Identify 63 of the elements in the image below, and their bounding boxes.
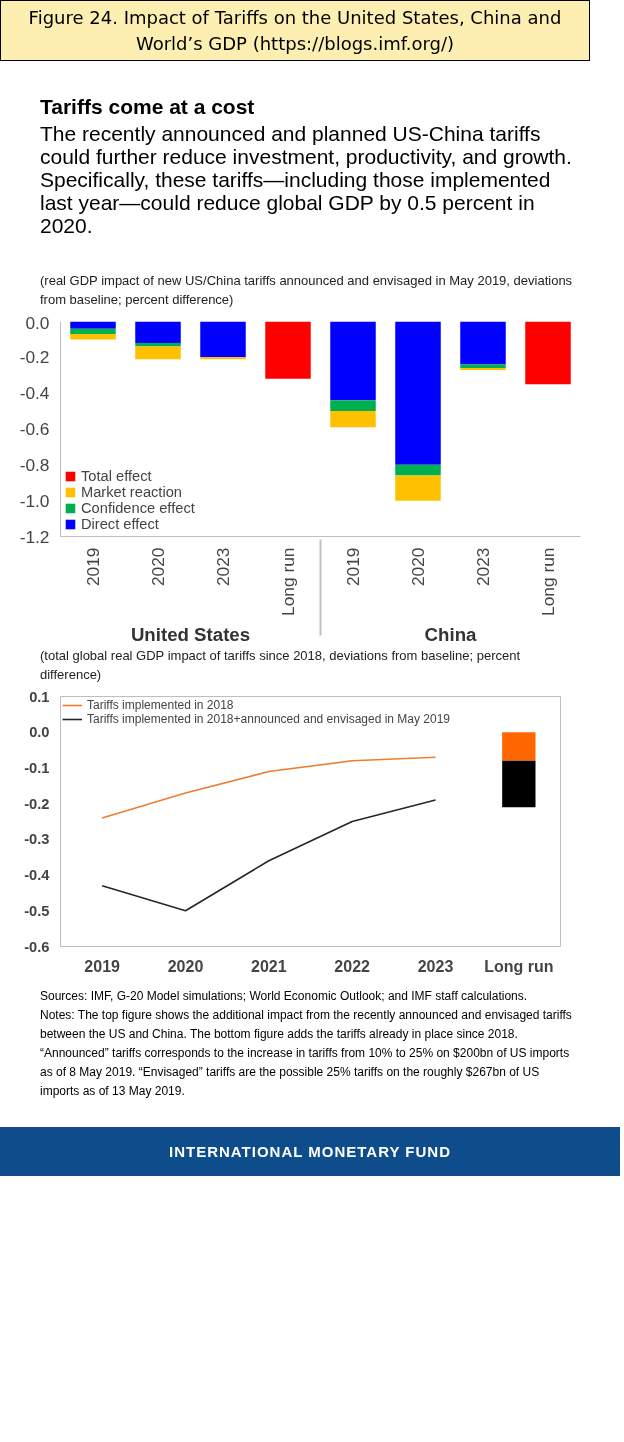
y-tick-label: -0.6 — [19, 419, 50, 439]
x-tick-label: 2020 — [167, 957, 204, 975]
y-tick-label: -0.2 — [19, 347, 50, 368]
line-series — [101, 756, 437, 819]
x-tick-label: Long run — [538, 547, 558, 616]
x-tick-label: 2020 — [408, 547, 428, 587]
legend-label: Total effect — [81, 468, 152, 484]
text: Figure 24. Impact of Tariffs on the United States, China and World’s GDP (https://blogs.imf.org/) — [0, 0, 590, 62]
bar — [330, 411, 376, 428]
legend-label: Market reaction — [81, 484, 183, 500]
y-tick-label: 0.0 — [29, 724, 50, 741]
bar — [70, 334, 116, 340]
x-tick-label: 2023 — [417, 957, 454, 975]
x-tick-label: 2023 — [473, 547, 493, 587]
text: INTERNATIONAL MONETARY FUND — [0, 1127, 620, 1177]
y-tick-label: -0.4 — [19, 383, 50, 404]
x-tick-label: 2019 — [83, 547, 103, 587]
y-tick-label: -0.5 — [24, 902, 50, 919]
bar — [525, 321, 571, 385]
x-tick-label: 2021 — [251, 957, 287, 975]
bar — [330, 321, 376, 401]
y-tick-label: -0.6 — [24, 938, 50, 955]
legend-label: Tariffs implemented in 2018+announced and envisaged in May 2019 — [87, 712, 451, 726]
text: Tariffs come at a cost — [40, 94, 256, 120]
y-tick-label: -0.4 — [24, 867, 51, 884]
y-tick-label: 0.1 — [29, 688, 50, 705]
chart-title: (total global real GDP impact of tariffs since 2018, deviations from baseline; percent difference) — [40, 647, 522, 684]
y-tick-label: -0.1 — [24, 759, 50, 776]
legend-label: Confidence effect — [81, 500, 195, 516]
line-series — [101, 799, 437, 912]
bar — [395, 464, 441, 476]
y-tick-label: -1.0 — [19, 490, 50, 511]
bar — [460, 321, 506, 365]
bar — [135, 346, 181, 360]
bar — [330, 400, 376, 412]
bar — [265, 321, 311, 379]
y-tick-label: -0.3 — [24, 831, 50, 848]
bar — [70, 328, 116, 335]
text: The recently announced and planned US-China tariffs could further reduce investment, productivity, and growth. Specifically, these tariffs—including those implemented last year—could reduce global GDP by 0.5 percent in 2020. — [40, 122, 573, 237]
x-tick-label: Long run — [484, 957, 554, 975]
x-tick-label: 2019 — [84, 957, 121, 975]
x-tick-label: Long run — [278, 547, 298, 616]
x-tick-label: 2023 — [213, 547, 233, 587]
text: United States — [130, 623, 251, 645]
y-tick-label: -0.8 — [19, 454, 50, 475]
text: Notes: The top figure shows the additional impact from the recently announced and envisaged tariffs between the US and China. The bottom figure adds the tariffs already in place since 2018. “Announced” tariffs corresponds to the increase in tariffs from 10% to 25% on $200bn of US imports as of 8 May 2019. “Envisaged” tariffs are the possible 25% tariffs on the roughly $267bn of US imports as of 13 May 2019. — [40, 1007, 573, 1100]
legend-label: Tariffs implemented in 2018 — [87, 698, 234, 712]
chart-title: (real GDP impact of new US/China tariffs announced and envisaged in May 2019, deviations from baseline; percent difference) — [40, 272, 574, 309]
y-tick-label: 0.0 — [25, 312, 50, 333]
bar — [135, 343, 181, 347]
source-note: Sources: IMF, G-20 Model simulations; World Economic Outlook; and IMF staff calculations. — [40, 988, 529, 1005]
x-tick-label: 2019 — [343, 547, 363, 587]
bar — [395, 475, 441, 501]
bar — [395, 321, 441, 465]
legend-label: Direct effect — [81, 516, 159, 532]
x-tick-label: 2022 — [334, 957, 371, 975]
bar — [135, 321, 181, 343]
bar — [200, 321, 246, 358]
y-tick-label: -1.2 — [19, 526, 50, 547]
y-tick-label: -0.2 — [24, 795, 50, 812]
bar — [70, 321, 116, 329]
x-tick-label: 2020 — [148, 547, 168, 587]
text: China — [424, 623, 478, 645]
